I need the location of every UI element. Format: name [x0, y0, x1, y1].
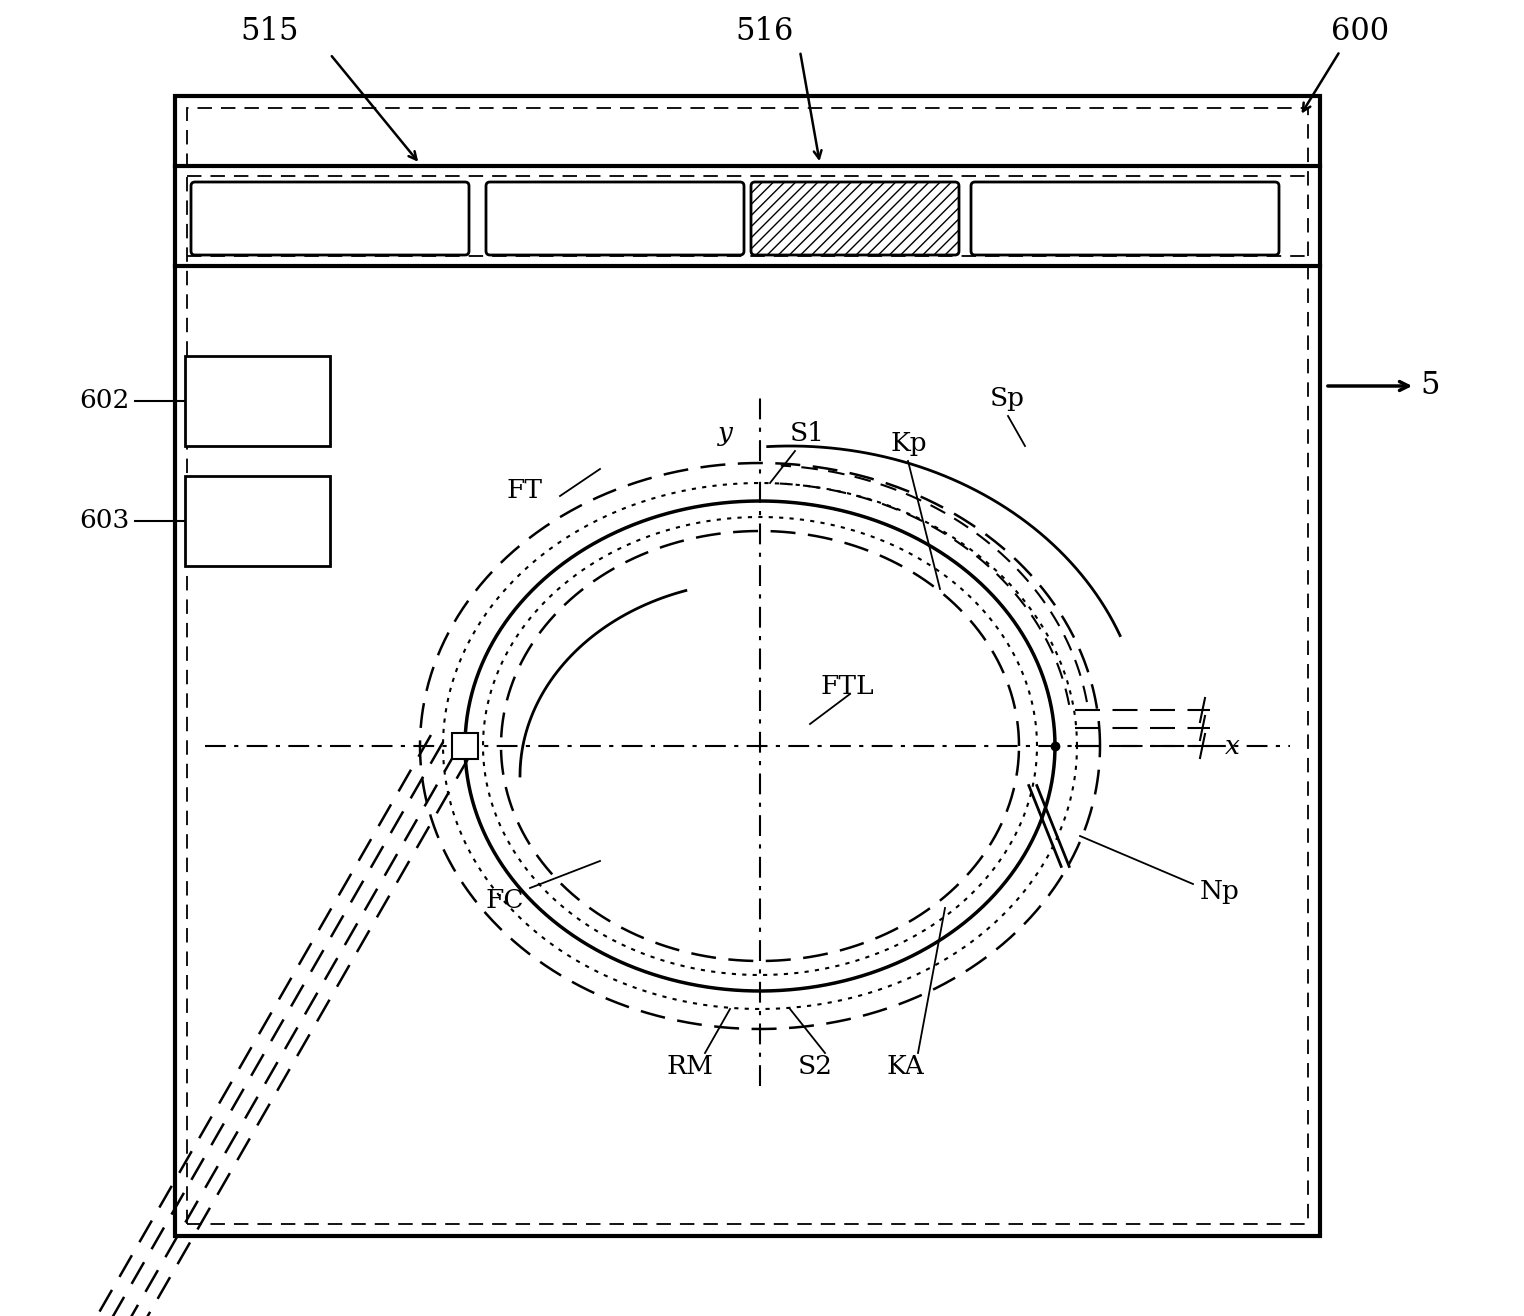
FancyBboxPatch shape: [190, 182, 469, 255]
Text: KA: KA: [885, 1054, 924, 1079]
Text: 600: 600: [1330, 16, 1388, 46]
Text: Kp: Kp: [890, 432, 927, 457]
Text: Np: Np: [1199, 879, 1241, 904]
Text: x: x: [1225, 733, 1241, 758]
Text: FTL: FTL: [820, 674, 873, 699]
Text: y: y: [718, 421, 733, 446]
Text: FC: FC: [486, 888, 524, 913]
Text: 602: 602: [79, 388, 130, 413]
Text: S1: S1: [789, 421, 824, 446]
Text: 515: 515: [241, 16, 299, 46]
Text: FT: FT: [507, 479, 543, 504]
Bar: [184, 476, 331, 566]
FancyBboxPatch shape: [486, 182, 744, 255]
Text: Sp: Sp: [991, 386, 1026, 411]
FancyBboxPatch shape: [751, 182, 959, 255]
Bar: [453, 733, 479, 759]
Text: RM: RM: [666, 1054, 713, 1079]
Text: S2: S2: [797, 1054, 832, 1079]
Text: 603: 603: [79, 508, 130, 533]
Bar: [187, 108, 1308, 1224]
Text: 516: 516: [736, 16, 794, 46]
FancyBboxPatch shape: [971, 182, 1279, 255]
Bar: [184, 357, 331, 446]
Text: 5: 5: [1420, 371, 1440, 401]
Bar: [175, 96, 1320, 1236]
